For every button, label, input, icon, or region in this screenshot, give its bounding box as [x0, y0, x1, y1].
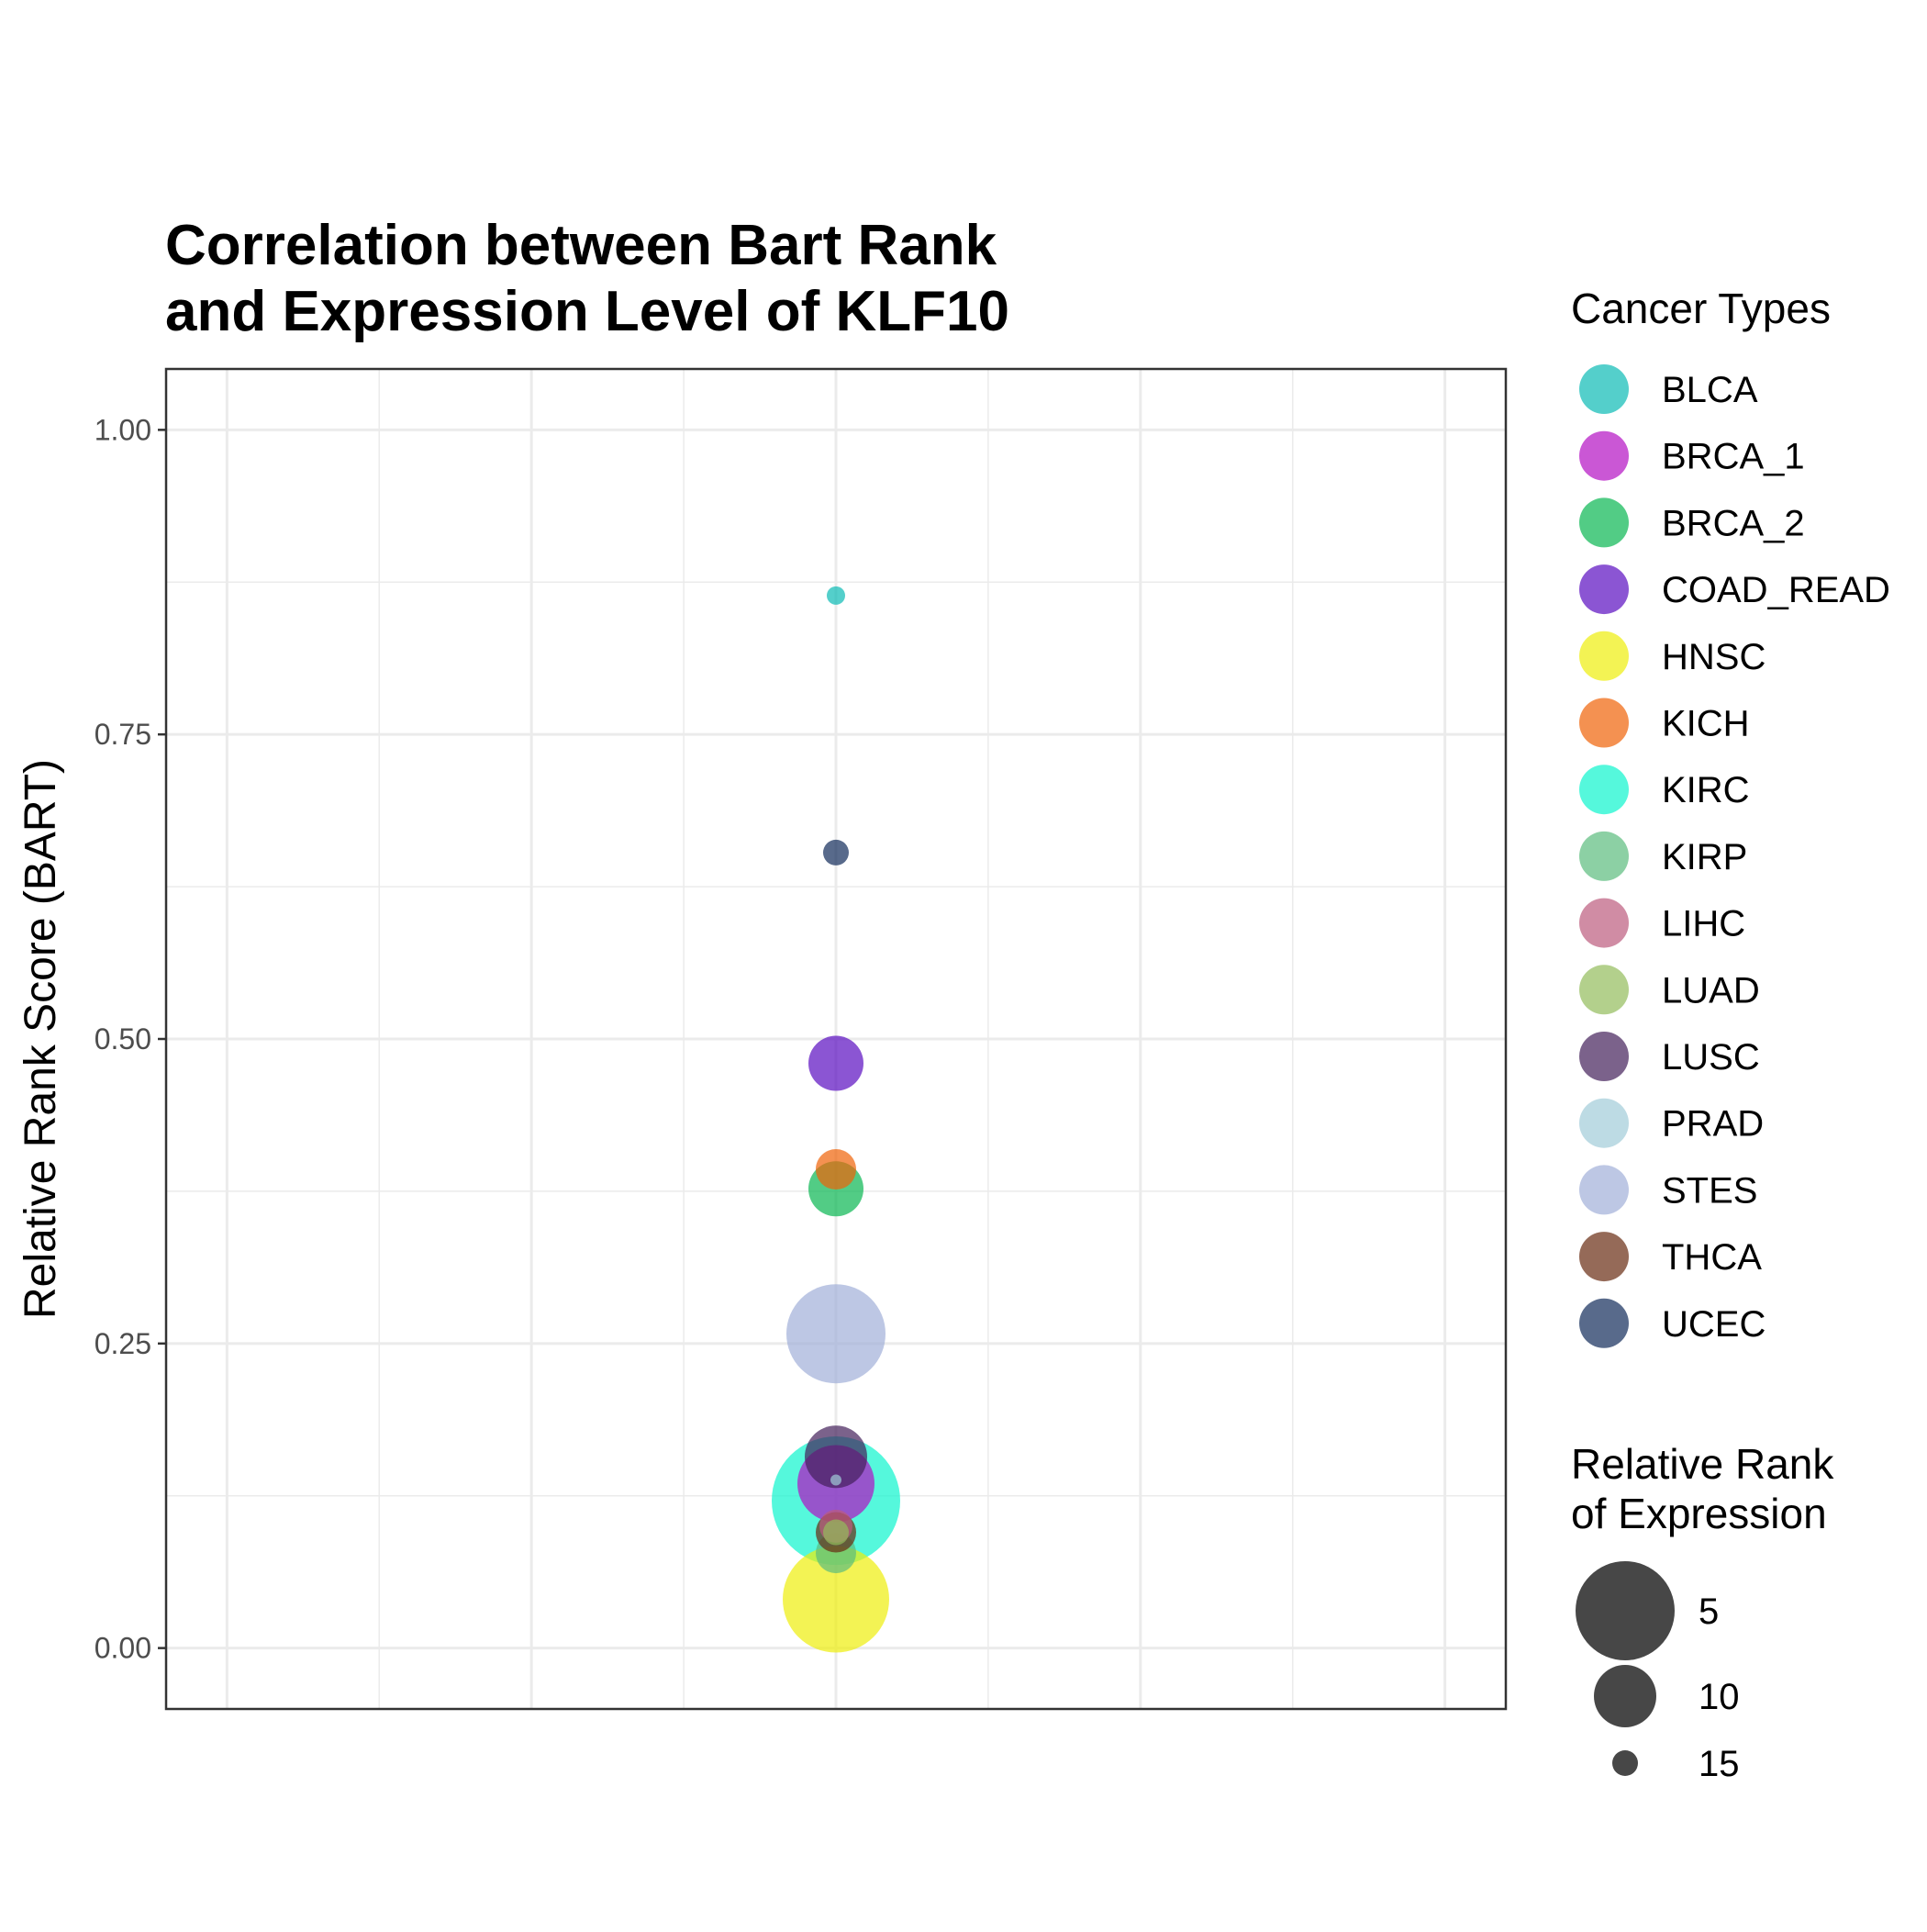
legend-key-prad: [1579, 1098, 1629, 1148]
legend-key-ucec: [1579, 1298, 1629, 1348]
legend-size-title-line-1: Relative Rank: [1571, 1440, 1834, 1488]
legend-label: PRAD: [1662, 1104, 1764, 1145]
point-lusc: [805, 1425, 867, 1489]
legend-label: KICH: [1662, 704, 1750, 744]
legend-key-blca: [1579, 364, 1629, 414]
legend-color-title: Cancer Types: [1571, 285, 1831, 332]
y-tick-label: 1.00: [95, 413, 151, 446]
legend-label: UCEC: [1662, 1304, 1765, 1345]
legend-key-lusc: [1579, 1032, 1629, 1081]
legend-key-lihc: [1579, 898, 1629, 948]
legend-size-title-line-2: of Expression: [1571, 1490, 1827, 1537]
legend-key-kirp: [1579, 831, 1629, 881]
legend-key-coad-read: [1579, 564, 1629, 615]
point-coad-read: [808, 1035, 863, 1091]
legend-size-key: [1612, 1750, 1638, 1776]
y-axis-label: Relative Rank Score (BART): [17, 759, 65, 1319]
y-tick-label: 0.50: [95, 1022, 151, 1055]
legend-label: STES: [1662, 1170, 1757, 1211]
legend-label: BLCA: [1662, 370, 1758, 410]
legend-size-label: 10: [1699, 1677, 1740, 1717]
chart-title-line-1: Correlation between Bart Rank: [165, 214, 997, 277]
data-points: [772, 586, 900, 1653]
legend-label: LUAD: [1662, 970, 1760, 1011]
legend-label: KIRP: [1662, 837, 1747, 877]
point-ucec: [823, 839, 849, 865]
y-tick-label: 0.25: [95, 1327, 151, 1360]
legend-key-stes: [1579, 1165, 1629, 1215]
legend-size-label: 5: [1699, 1591, 1719, 1632]
point-blca: [827, 586, 845, 605]
y-axis: 0.00 0.25 0.50 0.75 1.00: [95, 413, 166, 1665]
legend-key-brca-1: [1579, 430, 1629, 481]
legend-label: LUSC: [1662, 1037, 1760, 1078]
legend-key-brca-2: [1579, 497, 1629, 548]
y-tick-label: 0.00: [95, 1632, 151, 1665]
legend-key-thca: [1579, 1232, 1629, 1282]
legend-label: THCA: [1662, 1237, 1762, 1278]
legend-key-kirc: [1579, 765, 1629, 815]
legend-size-key: [1594, 1665, 1656, 1727]
y-tick-label: 0.75: [95, 718, 151, 751]
point-kich: [816, 1149, 856, 1190]
legend: Cancer Types BLCA BRCA_1 BRCA_2 COAD_READ HNS…: [1571, 285, 1890, 1784]
legend-key-kich: [1579, 698, 1629, 748]
legend-size-key: [1576, 1561, 1675, 1660]
legend-label: BRCA_1: [1662, 437, 1805, 477]
legend-label: LIHC: [1662, 904, 1745, 944]
point-prad: [830, 1474, 841, 1486]
legend-label: HNSC: [1662, 637, 1765, 677]
legend-size-label: 15: [1699, 1744, 1740, 1784]
point-luad: [823, 1519, 849, 1546]
legend-label: KIRC: [1662, 770, 1750, 810]
legend-key-luad: [1579, 965, 1629, 1015]
point-hnsc: [783, 1546, 889, 1653]
chart-title-line-2: and Expression Level of KLF10: [165, 280, 1009, 343]
legend-key-hnsc: [1579, 631, 1629, 681]
legend-label: BRCA_2: [1662, 503, 1805, 543]
legend-label: COAD_READ: [1662, 570, 1890, 610]
point-stes: [786, 1284, 886, 1384]
